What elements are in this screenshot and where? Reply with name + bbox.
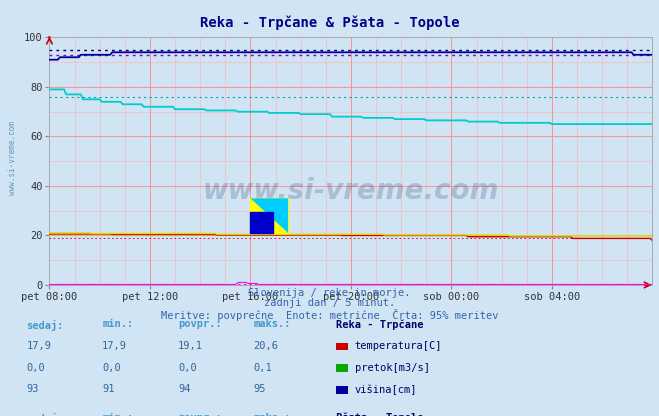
Bar — [250, 212, 273, 233]
Text: višina[cm]: višina[cm] — [355, 384, 417, 395]
Text: 91: 91 — [102, 384, 115, 394]
Text: pretok[m3/s]: pretok[m3/s] — [355, 363, 430, 373]
Text: 95: 95 — [254, 384, 266, 394]
Text: 17,9: 17,9 — [102, 341, 127, 351]
Text: min.:: min.: — [102, 413, 133, 416]
Text: temperatura[C]: temperatura[C] — [355, 341, 442, 351]
Text: 0,1: 0,1 — [254, 363, 272, 373]
Text: 0,0: 0,0 — [178, 363, 196, 373]
Text: www.si-vreme.com: www.si-vreme.com — [8, 121, 17, 195]
Text: Slovenija / reke in morje.: Slovenija / reke in morje. — [248, 288, 411, 298]
Polygon shape — [250, 198, 288, 233]
Text: 0,0: 0,0 — [26, 363, 45, 373]
Text: 19,1: 19,1 — [178, 341, 203, 351]
Text: Reka - Trpčane & Pšata - Topole: Reka - Trpčane & Pšata - Topole — [200, 16, 459, 30]
Text: www.si-vreme.com: www.si-vreme.com — [203, 177, 499, 205]
Text: 20,6: 20,6 — [254, 341, 279, 351]
Text: povpr.:: povpr.: — [178, 319, 221, 329]
Text: Meritve: povprečne  Enote: metrične  Črta: 95% meritev: Meritve: povprečne Enote: metrične Črta:… — [161, 309, 498, 321]
Text: 0,0: 0,0 — [102, 363, 121, 373]
Text: maks.:: maks.: — [254, 319, 291, 329]
Text: povpr.:: povpr.: — [178, 413, 221, 416]
Text: sedaj:: sedaj: — [26, 413, 64, 416]
Text: 17,9: 17,9 — [26, 341, 51, 351]
Text: min.:: min.: — [102, 319, 133, 329]
Bar — [250, 198, 288, 233]
Text: 93: 93 — [26, 384, 39, 394]
Text: zadnji dan / 5 minut.: zadnji dan / 5 minut. — [264, 298, 395, 308]
Text: Reka - Trpčane: Reka - Trpčane — [336, 319, 424, 330]
Text: 94: 94 — [178, 384, 190, 394]
Text: sedaj:: sedaj: — [26, 319, 64, 331]
Text: maks.:: maks.: — [254, 413, 291, 416]
Text: Pšata - Topole: Pšata - Topole — [336, 413, 424, 416]
